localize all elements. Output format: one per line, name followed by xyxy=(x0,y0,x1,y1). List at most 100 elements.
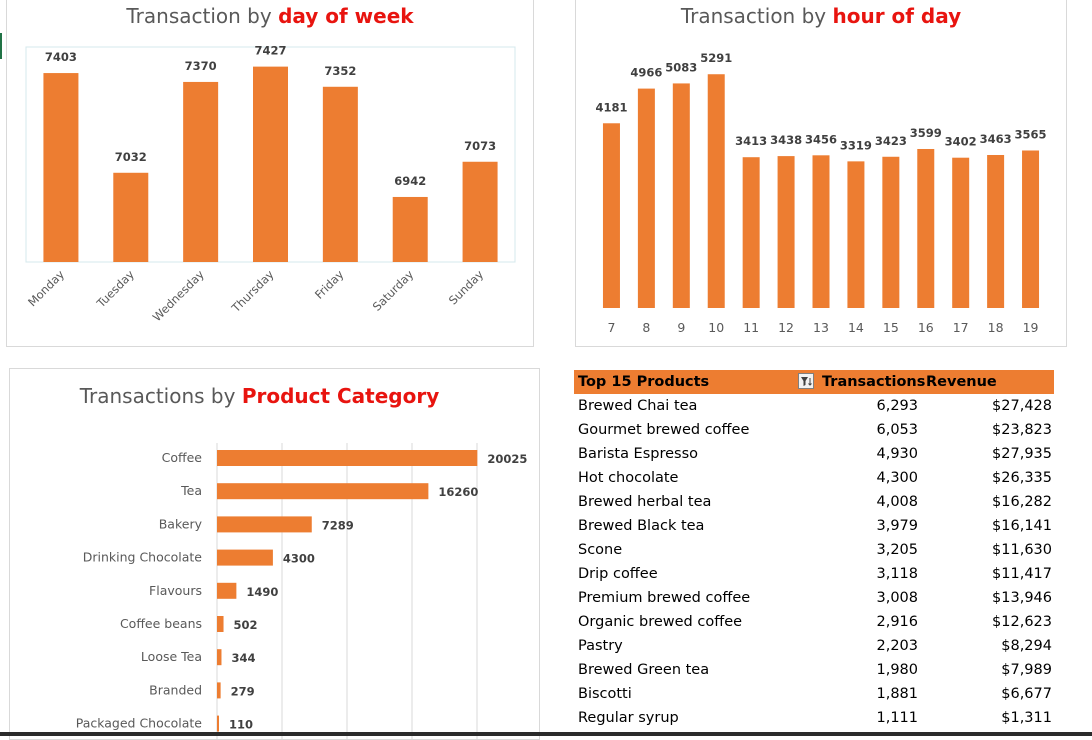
x-tick-label: Tuesday xyxy=(93,267,137,311)
data-label: 4181 xyxy=(595,100,627,114)
product-name: Organic brewed coffee xyxy=(578,614,743,630)
table-header: Top 15 Products Transactions Revenue xyxy=(574,370,1054,394)
product-name: Drip coffee xyxy=(578,566,658,582)
chart-title: Transaction by day of week xyxy=(7,4,533,28)
product-name: Regular syrup xyxy=(578,710,679,726)
revenue-cell: $26,335 xyxy=(992,470,1052,486)
product-name: Scone xyxy=(578,542,623,558)
bar xyxy=(637,88,655,308)
data-label: 3599 xyxy=(910,126,942,140)
transactions-cell: 6,053 xyxy=(876,422,918,438)
x-tick-label: 13 xyxy=(813,320,829,335)
data-label: 279 xyxy=(231,684,255,698)
data-label: 5291 xyxy=(700,51,732,65)
hour-of-day-plot: 4181 7 4966 8 5083 9 5291 10 3413 11 3438 12 3456 13 3… xyxy=(595,51,1047,335)
bar xyxy=(43,73,79,262)
bar xyxy=(742,157,760,308)
filter-icon xyxy=(801,377,812,386)
bar xyxy=(707,74,725,308)
revenue-cell: $16,141 xyxy=(992,518,1052,534)
chart-hour-of-day[interactable]: Transaction by hour of day 4181 7 4966 8 508… xyxy=(575,0,1067,347)
product-category-plot: 20025 Coffee 16260 Tea 7289 Bakery 4300 Drinkin… xyxy=(76,443,527,739)
table-row: Brewed Chai tea 6,293 $27,428 xyxy=(574,394,1054,418)
bar xyxy=(952,157,970,308)
day-of-week-plot: 7403 Monday 7032 Tuesday 7370 Wednesday 7427 Th… xyxy=(25,44,516,324)
revenue-cell: $16,282 xyxy=(992,494,1052,510)
x-tick-label: 10 xyxy=(708,320,724,335)
product-name: Biscotti xyxy=(578,686,632,702)
data-label: 7403 xyxy=(45,50,77,64)
bar xyxy=(217,616,224,632)
y-tick-label: Loose Tea xyxy=(141,649,202,664)
y-tick-label: Coffee xyxy=(162,450,203,465)
bar xyxy=(462,161,498,262)
x-tick-label: Wednesday xyxy=(150,267,207,324)
x-tick-label: Sunday xyxy=(446,267,486,307)
product-name: Hot chocolate xyxy=(578,470,679,486)
data-label: 3565 xyxy=(1015,127,1047,141)
bar xyxy=(847,161,865,308)
bar xyxy=(217,715,219,732)
table-row: Regular syrup 1,111 $1,311 xyxy=(574,706,1054,730)
product-name: Brewed Green tea xyxy=(578,662,710,678)
y-tick-label: Coffee beans xyxy=(120,616,202,631)
data-label: 3456 xyxy=(805,132,837,146)
bar xyxy=(217,549,273,566)
data-label: 3463 xyxy=(980,132,1012,146)
y-tick-label: Tea xyxy=(180,483,202,498)
x-tick-label: 11 xyxy=(743,320,759,335)
bar xyxy=(777,156,795,308)
transactions-cell: 1,980 xyxy=(876,662,918,678)
transactions-cell: 3,205 xyxy=(876,542,918,558)
x-tick-label: 12 xyxy=(778,320,794,335)
data-label: 502 xyxy=(234,618,258,632)
revenue-cell: $13,946 xyxy=(992,590,1052,606)
table-row: Gourmet brewed coffee 6,053 $23,823 xyxy=(574,418,1054,442)
table-row: Scone 3,205 $11,630 xyxy=(574,538,1054,562)
sheet-tab-bar xyxy=(0,732,1092,736)
revenue-cell: $27,935 xyxy=(992,446,1052,462)
data-label: 7370 xyxy=(185,59,217,73)
bar xyxy=(217,582,237,599)
chart-day-of-week[interactable]: Transaction by day of week 7403 Monday 703… xyxy=(6,0,534,347)
chart-title-prefix: Transactions by xyxy=(79,384,242,408)
data-label: 7352 xyxy=(324,64,356,78)
chart-title-prefix: Transaction by xyxy=(680,4,833,28)
table-row: Brewed Green tea 1,980 $7,989 xyxy=(574,658,1054,682)
data-label: 3413 xyxy=(735,134,767,148)
data-label: 3423 xyxy=(875,134,907,148)
filter-dropdown-button[interactable] xyxy=(798,373,814,389)
bar xyxy=(183,81,219,262)
transactions-cell: 3,979 xyxy=(876,518,918,534)
table-row: Organic brewed coffee 2,916 $12,623 xyxy=(574,610,1054,634)
chart-title: Transactions by Product Category xyxy=(0,384,539,408)
product-name: Brewed Chai tea xyxy=(578,398,698,414)
transactions-cell: 2,916 xyxy=(876,614,918,630)
top-products-table: Top 15 Products Transactions Revenue Bre… xyxy=(574,370,1054,730)
data-label: 7427 xyxy=(254,44,286,58)
data-label: 110 xyxy=(229,718,253,732)
data-label: 5083 xyxy=(665,60,697,74)
header-transactions: Transactions xyxy=(822,374,926,390)
transactions-cell: 3,118 xyxy=(876,566,918,582)
bar xyxy=(217,450,478,466)
product-name: Brewed herbal tea xyxy=(578,494,712,510)
data-label: 3402 xyxy=(945,135,977,149)
data-label: 16260 xyxy=(438,485,478,499)
product-name: Brewed Black tea xyxy=(578,518,705,534)
x-tick-label: Thursday xyxy=(228,267,277,316)
table-row: Pastry 2,203 $8,294 xyxy=(574,634,1054,658)
revenue-cell: $27,428 xyxy=(992,398,1052,414)
bar xyxy=(812,155,830,308)
table-row: Hot chocolate 4,300 $26,335 xyxy=(574,466,1054,490)
product-name: Premium brewed coffee xyxy=(578,590,751,606)
data-label: 4300 xyxy=(283,552,315,566)
chart-product-category[interactable]: Transactions by Product Category 20025 Co… xyxy=(9,368,540,740)
chart-title: Transaction by hour of day xyxy=(576,4,1066,28)
product-name: Pastry xyxy=(578,638,623,654)
x-tick-label: 14 xyxy=(848,320,864,335)
bar xyxy=(253,66,288,263)
x-tick-label: 9 xyxy=(677,320,685,335)
transactions-cell: 2,203 xyxy=(876,638,918,654)
transactions-cell: 4,008 xyxy=(876,494,918,510)
